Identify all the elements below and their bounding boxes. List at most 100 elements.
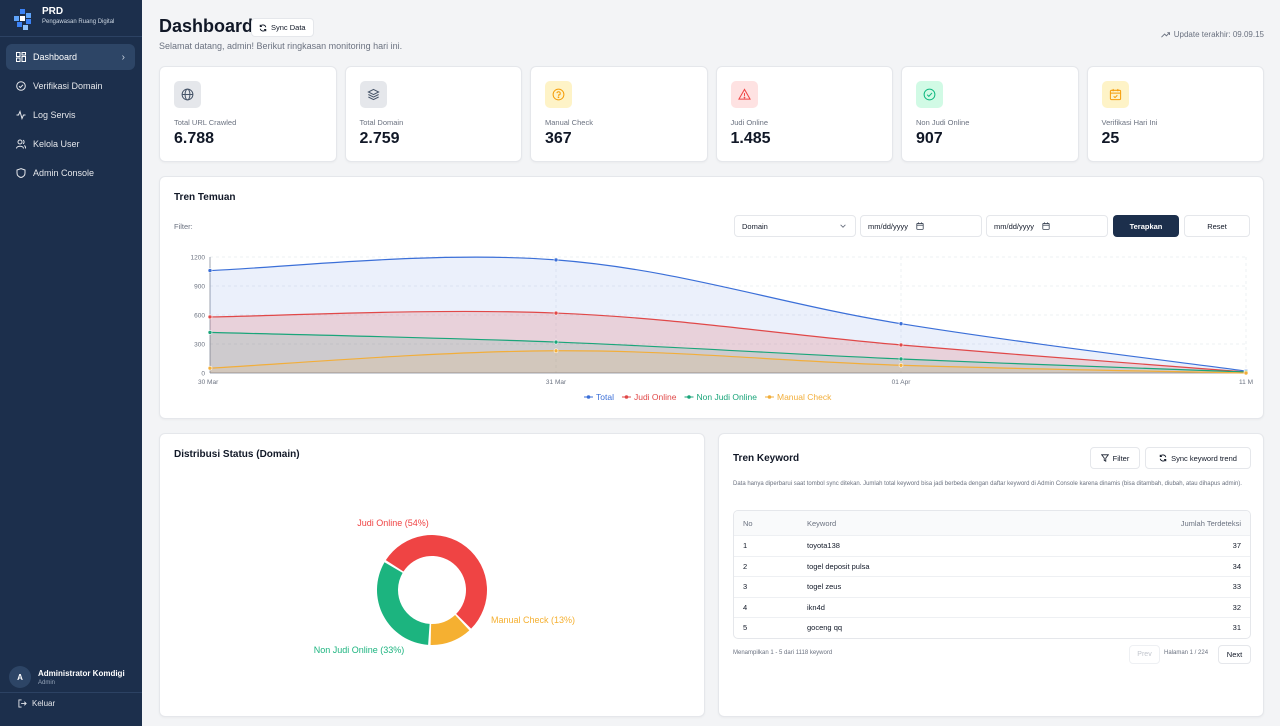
refresh-icon	[259, 24, 267, 31]
row-keyword: togel zeus	[807, 582, 842, 592]
stat-label: Manual Check	[545, 118, 593, 127]
y-tick-label: 300	[194, 342, 205, 349]
prev-page-button[interactable]: Prev	[1129, 645, 1160, 664]
data-point	[553, 310, 559, 316]
users-icon	[16, 139, 26, 149]
globe-icon	[174, 81, 201, 108]
stat-label: Non Judi Online	[916, 118, 970, 127]
x-tick-label: 11 M	[1239, 379, 1253, 386]
y-tick-label: 1200	[191, 255, 206, 262]
sidebar-item-log-servis[interactable]: Log Servis	[6, 102, 135, 128]
x-tick-label: 30 Mar	[198, 379, 219, 386]
x-tick-label: 31 Mar	[546, 379, 567, 386]
slice-label: Manual Check (13%)	[491, 615, 575, 625]
stat-value: 6.788	[174, 130, 215, 147]
row-keyword: toyota138	[807, 541, 840, 551]
donut-slice	[430, 614, 470, 645]
data-point	[553, 257, 559, 263]
logout-button[interactable]: Keluar	[18, 699, 55, 708]
keyword-filter-label: Filter	[1112, 453, 1130, 463]
sidebar-item-label: Verifikasi Domain	[33, 81, 103, 91]
row-no: 3	[743, 582, 748, 592]
column-header-keyword: Keyword	[807, 518, 837, 528]
type-select[interactable]: Domain	[734, 215, 856, 237]
trend-title: Tren Temuan	[174, 192, 236, 203]
data-point	[898, 321, 904, 326]
calendar-icon	[1042, 222, 1050, 230]
brand-title: PRD	[42, 6, 64, 17]
sync-keyword-trend-button[interactable]: Sync keyword trend	[1145, 447, 1251, 469]
end-date-input[interactable]: mm/dd/yyyy	[986, 215, 1108, 237]
data-point	[207, 268, 213, 273]
page-indicator: Halaman 1 / 224	[1164, 650, 1209, 656]
data-point	[553, 348, 559, 354]
stat-value: 2.759	[359, 130, 400, 147]
stat-label: Judi Online	[730, 118, 769, 127]
stat-value: 25	[1101, 130, 1120, 147]
keyword-table: No Keyword Jumlah Terdeteksi 1 toyota138…	[733, 510, 1251, 639]
row-count: 31	[1232, 623, 1241, 633]
row-no: 4	[743, 602, 748, 612]
sync-data-button[interactable]: Sync Data	[251, 18, 314, 37]
legend-label: Judi Online	[634, 392, 677, 402]
update-status: Update terakhir: 09.09.15	[1160, 30, 1264, 39]
row-count: 32	[1232, 602, 1241, 612]
donut-chart: Judi Online (54%) Manual Check (13%) Non J…	[314, 518, 575, 655]
row-count: 34	[1232, 561, 1241, 571]
filter-icon	[1100, 454, 1109, 462]
sidebar-item-label: Log Servis	[33, 110, 76, 120]
next-page-button[interactable]: Next	[1218, 645, 1251, 664]
distribution-title: Distribusi Status (Domain)	[174, 449, 300, 460]
table-row[interactable]: 1 toyota138 37	[734, 535, 1250, 556]
sync-data-label: Sync Data	[271, 23, 306, 32]
trend-chart: 0 300 600 900 1200 30 Mar 31 Mar 01 Apr 11 M Tota…	[191, 255, 1253, 403]
legend-marker	[624, 395, 629, 399]
sidebar-nav: Dashboard › Verifikasi Domain Log Servis…	[6, 44, 135, 189]
y-tick-label: 600	[194, 313, 205, 320]
row-no: 1	[743, 541, 748, 551]
end-date-placeholder: mm/dd/yyyy	[994, 221, 1035, 231]
table-row[interactable]: 2 togel deposit pulsa 34	[734, 555, 1250, 577]
sidebar-item-kelola-user[interactable]: Kelola User	[6, 131, 135, 157]
calendar-icon	[1101, 81, 1129, 108]
brand[interactable]: PRD Pengawasan Ruang Digital	[12, 6, 114, 32]
y-tick-label: 900	[194, 284, 205, 291]
sidebar-item-dashboard[interactable]: Dashboard ›	[6, 44, 135, 70]
keyword-title: Tren Keyword	[733, 453, 800, 464]
table-row[interactable]: 5 goceng qq 31	[734, 617, 1250, 638]
calendar-icon	[916, 222, 924, 230]
row-keyword: goceng qq	[807, 623, 843, 633]
stat-label: Total Domain	[359, 118, 404, 127]
row-keyword: togel deposit pulsa	[807, 561, 870, 571]
sidebar-item-admin-console[interactable]: Admin Console	[6, 160, 135, 186]
reset-button[interactable]: Reset	[1184, 215, 1250, 237]
table-row[interactable]: 4 ikn4d 32	[734, 596, 1250, 618]
check-circle-icon	[16, 81, 26, 91]
row-no: 5	[743, 623, 748, 633]
sync-keyword-label: Sync keyword trend	[1171, 453, 1237, 463]
keyword-filter-button[interactable]: Filter	[1090, 447, 1140, 469]
apply-button[interactable]: Terapkan	[1113, 215, 1179, 237]
start-date-input[interactable]: mm/dd/yyyy	[860, 215, 982, 237]
logo-icon	[14, 9, 31, 30]
user-name: Administrator Komdigi	[38, 668, 125, 678]
donut-slice	[385, 535, 487, 629]
sidebar-item-label: Dashboard	[33, 52, 78, 62]
user-profile[interactable]: A Administrator Komdigi Admin	[9, 666, 125, 688]
refresh-icon	[1159, 454, 1167, 462]
row-count: 33	[1232, 582, 1241, 592]
sidebar-item-verifikasi-domain[interactable]: Verifikasi Domain	[6, 73, 135, 99]
series-line	[209, 350, 1247, 374]
stat-card-total-domain: Total Domain 2.759	[344, 66, 522, 162]
data-point	[1243, 370, 1249, 376]
stat-card-judi-online: Judi Online 1.485	[715, 66, 893, 162]
dashboard-icon	[16, 52, 26, 62]
help-circle-icon	[545, 81, 572, 108]
table-row[interactable]: 3 togel zeus 33	[734, 576, 1250, 597]
trend-card: Tren Temuan Filter: Domain mm/dd/yyyy mm…	[159, 176, 1264, 419]
chevron-right-icon: ›	[121, 51, 125, 63]
sidebar-divider	[0, 36, 142, 37]
sidebar-item-label: Kelola User	[33, 139, 80, 149]
check-circle-icon	[916, 81, 943, 108]
logout-label: Keluar	[32, 699, 56, 708]
